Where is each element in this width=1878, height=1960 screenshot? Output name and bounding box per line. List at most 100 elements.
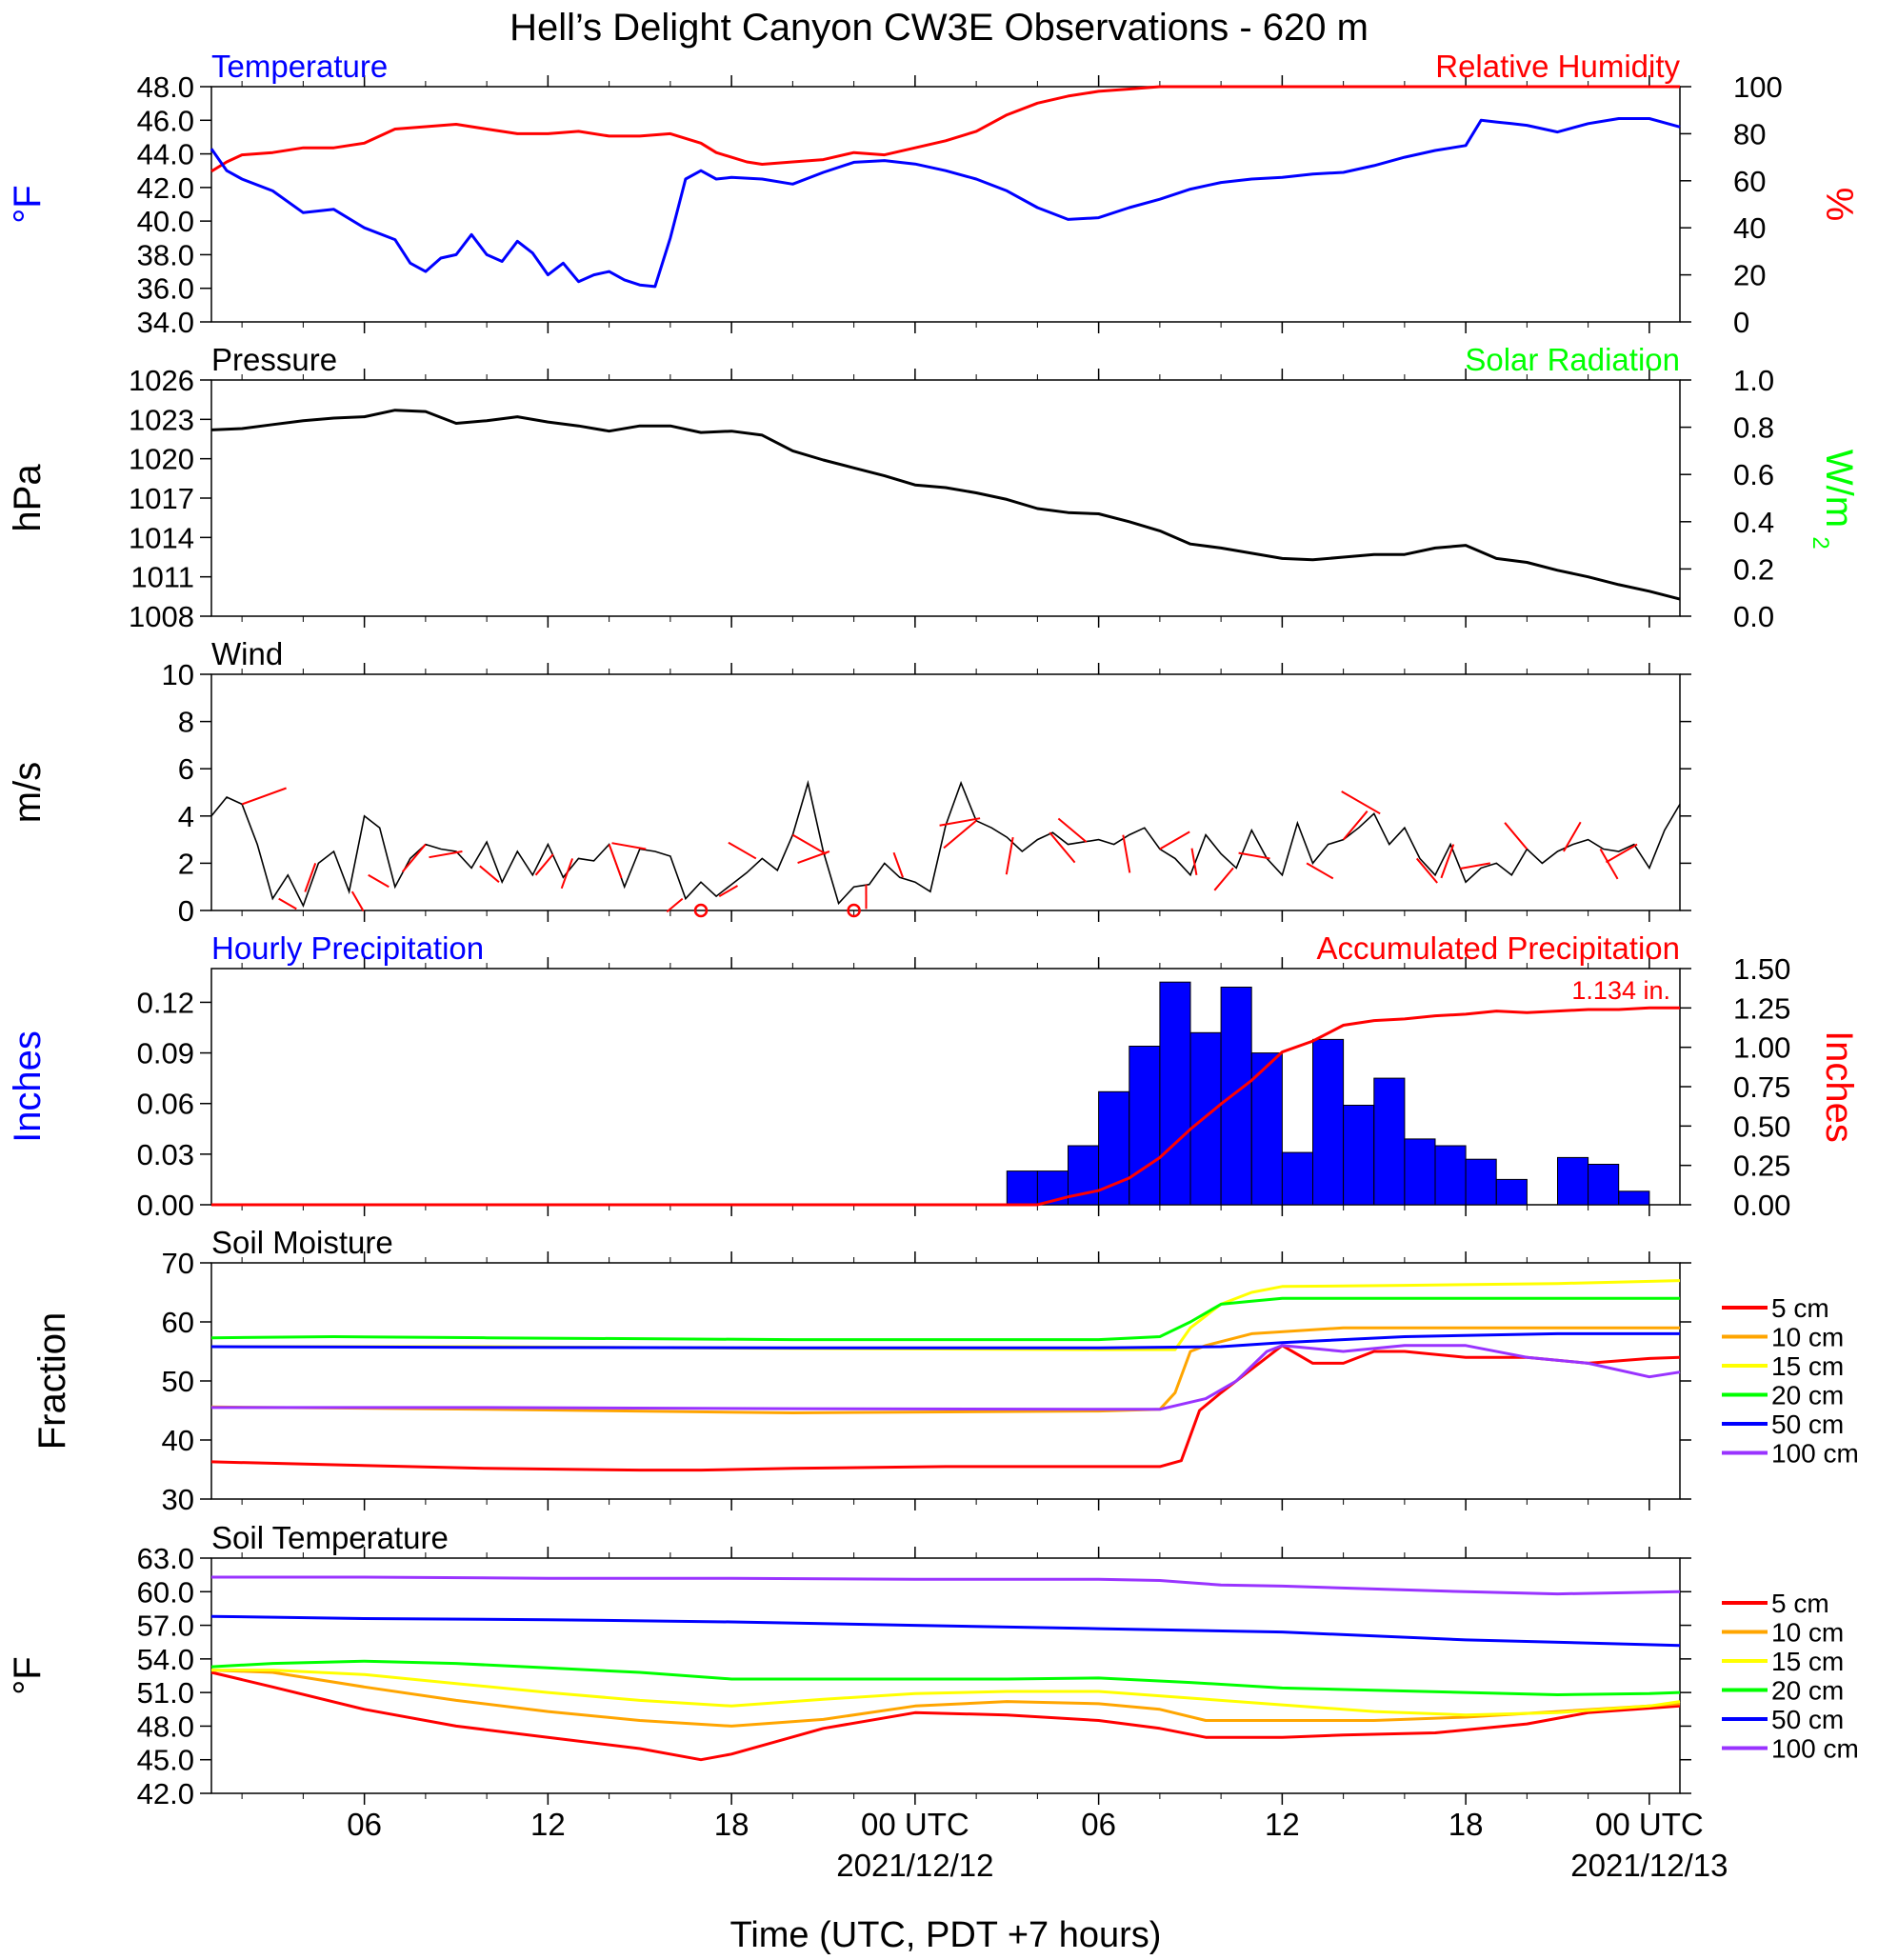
- y-left-label: m/s: [7, 762, 49, 823]
- hourly-precip-bar: [1006, 1170, 1038, 1206]
- y-left-tick-label: 1020: [129, 443, 194, 476]
- wind-barb: [1049, 831, 1076, 864]
- time-tick-label: 06: [1081, 1807, 1116, 1842]
- y-left-tick-label: 60.0: [137, 1575, 194, 1609]
- wind-barb: [1415, 857, 1438, 884]
- y-right-tick-label: 0.00: [1733, 1189, 1790, 1222]
- hourly-precip-bar: [1465, 1158, 1497, 1206]
- y-left-tick-label: 4: [178, 800, 194, 833]
- y-left-tick-label: 10: [162, 658, 194, 691]
- y-left-tick-label: 1014: [129, 521, 194, 554]
- y-right-tick-label: 0.75: [1733, 1070, 1790, 1104]
- legend-label: 5 cm: [1771, 1293, 1829, 1323]
- y-left-tick-label: 48.0: [137, 1710, 194, 1743]
- y-right-tick-label: 60: [1733, 165, 1766, 198]
- time-tick-label: 00 UTC: [861, 1807, 969, 1842]
- accumulated-total-label: 1.134 in.: [1571, 976, 1670, 1005]
- wind-barb: [1005, 836, 1014, 875]
- y-left-tick-label: 51.0: [137, 1676, 194, 1710]
- y-left-tick-label: 38.0: [137, 238, 194, 271]
- time-axis: 06 12 18 00 UTC 06 12 18 00 UTC 2021/12/12 2021/1…: [347, 1807, 1728, 1883]
- y-left-tick-label: 6: [178, 752, 194, 786]
- y-left-tick-label: 60: [162, 1306, 194, 1339]
- panel-title-right: Relative Humidity: [1435, 49, 1680, 84]
- date-label: 2021/12/12: [836, 1848, 993, 1883]
- panel-precip: Hourly Precipitation Accumulated Precipit…: [7, 930, 1860, 1222]
- panel-title-right: Accumulated Precipitation: [1316, 930, 1680, 966]
- y-right-tick-label: 0.2: [1733, 552, 1774, 586]
- rh-line: [210, 85, 1680, 173]
- y-right-tick-label: 0.4: [1733, 506, 1774, 539]
- y-right-tick-label: 1.0: [1733, 364, 1774, 397]
- y-right-tick-label: 0.50: [1733, 1110, 1790, 1143]
- soil-series-line: [210, 1670, 1681, 1762]
- wind-barb: [1238, 851, 1270, 860]
- soil-series-line: [210, 1296, 1680, 1342]
- wind-barb: [611, 842, 647, 850]
- hourly-precip-bar: [1495, 1178, 1528, 1206]
- y-right-tick-label: 80: [1733, 117, 1766, 150]
- hourly-precip-bar: [1557, 1156, 1589, 1206]
- y-left-tick-label: 63.0: [137, 1542, 194, 1575]
- y-right-tick-label: 0.25: [1733, 1150, 1790, 1183]
- hourly-precip-bar: [1373, 1077, 1406, 1206]
- soil-series-line: [210, 1659, 1681, 1696]
- legend-label: 5 cm: [1771, 1589, 1829, 1618]
- hourly-precip-bar: [1588, 1164, 1620, 1206]
- y-left-tick-label: 40: [162, 1424, 194, 1457]
- wind-barb: [241, 787, 287, 806]
- wind-barb: [939, 817, 981, 827]
- legend-label: 50 cm: [1771, 1410, 1844, 1439]
- hourly-precip-bar: [1189, 1031, 1222, 1206]
- hourly-precip-bar: [1098, 1090, 1130, 1206]
- soil-series-line: [210, 1669, 1681, 1728]
- y-left-label: Inches: [7, 1030, 49, 1143]
- accumulated-precip-line: [211, 1006, 1680, 1207]
- hourly-precip-bar: [1343, 1105, 1375, 1206]
- wind-barb: [1342, 810, 1369, 841]
- legend-label: 100 cm: [1771, 1439, 1859, 1469]
- y-left-label: hPa: [7, 464, 49, 532]
- wind-barb: [1190, 848, 1198, 875]
- y-left-tick-label: 0.00: [137, 1189, 194, 1222]
- y-right-tick-label: 0.0: [1733, 600, 1774, 633]
- legend-label: 20 cm: [1771, 1381, 1844, 1410]
- y-left-tick-label: 0.03: [137, 1138, 194, 1171]
- y-left-tick-label: 1017: [129, 482, 194, 515]
- y-right-tick-label: 1.00: [1733, 1031, 1790, 1065]
- y-right-tick-label: 100: [1733, 70, 1783, 104]
- soil-series-line: [211, 1669, 1681, 1717]
- y-left-tick-label: 0.09: [137, 1037, 194, 1070]
- hourly-precip-bar: [1220, 987, 1252, 1206]
- wind-barb: [718, 885, 739, 897]
- plot-frame: [210, 1557, 1681, 1794]
- plot-frame: [210, 86, 1681, 323]
- hourly-precip-bar: [1312, 1038, 1345, 1206]
- y-right-tick-label: 0: [1733, 306, 1749, 339]
- wind-barb: [1306, 862, 1334, 880]
- legend-label: 20 cm: [1771, 1676, 1844, 1706]
- wind-barb: [1440, 844, 1455, 879]
- y-left-tick-label: 44.0: [137, 138, 194, 171]
- hourly-precip-bar: [1129, 1046, 1161, 1206]
- y-left-label: Fraction: [31, 1312, 73, 1450]
- wind-barb: [943, 819, 977, 850]
- y-left-tick-label: 42.0: [137, 171, 194, 205]
- y-left-tick-label: 45.0: [137, 1744, 194, 1777]
- wind-barb: [278, 897, 297, 910]
- soil-series-line: [210, 1331, 1680, 1350]
- soil-series-line: [210, 1344, 1681, 1472]
- y-right-tick-label: 1.25: [1733, 991, 1790, 1025]
- soil-series-line: [211, 1575, 1681, 1596]
- wind-barb: [892, 851, 904, 878]
- legend-label: 10 cm: [1771, 1618, 1844, 1648]
- panel-title-left: Wind: [211, 636, 283, 671]
- y-left-tick-label: 42.0: [137, 1777, 194, 1810]
- wind-barb: [534, 853, 554, 876]
- panel-temp_rh: Temperature Relative Humidity 34.036.038.0…: [7, 49, 1860, 339]
- y-left-tick-label: 54.0: [137, 1643, 194, 1676]
- hourly-precip-bar: [1404, 1138, 1436, 1206]
- y-right-label-superscript: 2: [1808, 536, 1833, 549]
- hourly-precip-bar: [1159, 981, 1191, 1206]
- soil-series-line: [210, 1614, 1681, 1648]
